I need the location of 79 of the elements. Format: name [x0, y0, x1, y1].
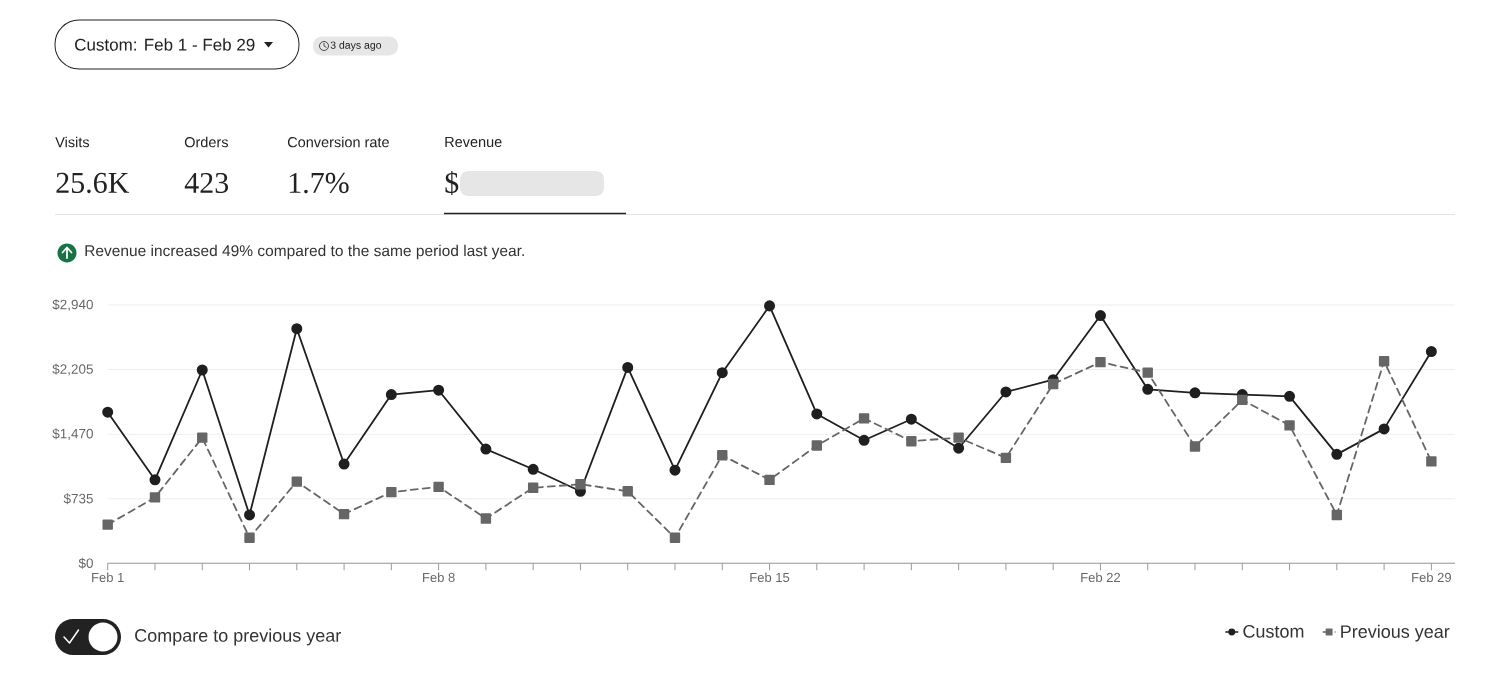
point: [527, 463, 539, 475]
point: [1284, 420, 1295, 431]
point: [244, 532, 255, 544]
point: [480, 513, 492, 524]
y-tick-label: $0: [78, 557, 93, 569]
point: [338, 508, 350, 520]
x-tick-label: Feb 8: [423, 572, 455, 583]
point: [1284, 390, 1296, 402]
point: [1378, 423, 1390, 435]
point: [196, 364, 208, 376]
text: $: [445, 170, 459, 195]
y-tick-label: $735: [63, 493, 93, 505]
y-tick-label: $1,470: [52, 428, 93, 441]
point: [1425, 346, 1437, 358]
point: [1331, 509, 1343, 521]
point: [197, 432, 208, 443]
point: [244, 509, 256, 521]
y-tick-label: $2,205: [52, 363, 93, 376]
point: [1142, 383, 1154, 395]
legend-label: Custom: [1243, 624, 1304, 638]
point: [102, 406, 114, 418]
point: [669, 532, 681, 544]
point: [480, 443, 492, 455]
text: 1.7%: [289, 172, 349, 194]
legend-label: Previous year: [1341, 624, 1450, 642]
point: [717, 450, 728, 461]
point: [764, 474, 775, 486]
y-tick-label: $2,940: [52, 299, 93, 311]
point: [1000, 386, 1012, 398]
text: Compare to previous year: [135, 628, 341, 646]
text: 25.6K: [56, 172, 130, 194]
point: [1189, 441, 1201, 452]
point: [433, 481, 444, 493]
point: [953, 432, 964, 443]
point: [102, 519, 113, 530]
point: [149, 474, 161, 486]
point: [1426, 456, 1437, 467]
point: [1237, 394, 1248, 406]
point: [953, 442, 965, 454]
point: [1095, 356, 1106, 368]
point: [291, 323, 303, 335]
text: Visits: [55, 136, 90, 148]
x-tick-label: Feb 22: [1081, 572, 1121, 583]
x-tick-label: Feb 15: [750, 572, 790, 583]
point: [1047, 378, 1059, 390]
point: [1378, 356, 1390, 367]
point: [764, 300, 776, 312]
x-tick-label: Feb 1: [92, 572, 124, 583]
point: [669, 464, 681, 476]
point: [811, 408, 823, 420]
point: [622, 486, 633, 497]
point: [386, 486, 397, 498]
point: [906, 435, 917, 447]
text: Revenue: [445, 136, 502, 148]
point: [811, 440, 823, 451]
chart-title: Custom: Feb 1 - Feb 29: [75, 38, 255, 51]
point: [1094, 310, 1106, 322]
x-tick-label: Feb 29: [1412, 572, 1451, 583]
point: [291, 476, 302, 487]
text: Orders: [184, 136, 228, 148]
point: [575, 479, 586, 490]
point: [716, 367, 728, 379]
point: [1000, 452, 1012, 464]
point: [858, 413, 870, 424]
text: Conversion rate: [287, 136, 389, 148]
text: 423: [184, 172, 229, 194]
point: [622, 361, 634, 373]
point: [385, 389, 397, 401]
point: [433, 384, 445, 396]
point: [1142, 367, 1153, 378]
point: [1189, 387, 1201, 399]
chart-subtitle: 3 days ago: [330, 41, 382, 51]
point: [527, 482, 539, 493]
text: Revenue increased 49% compared to the same period last year.: [85, 244, 524, 260]
point: [149, 492, 161, 503]
point: [905, 413, 917, 425]
point: [858, 434, 870, 446]
point: [338, 458, 350, 470]
point: [1331, 448, 1343, 460]
